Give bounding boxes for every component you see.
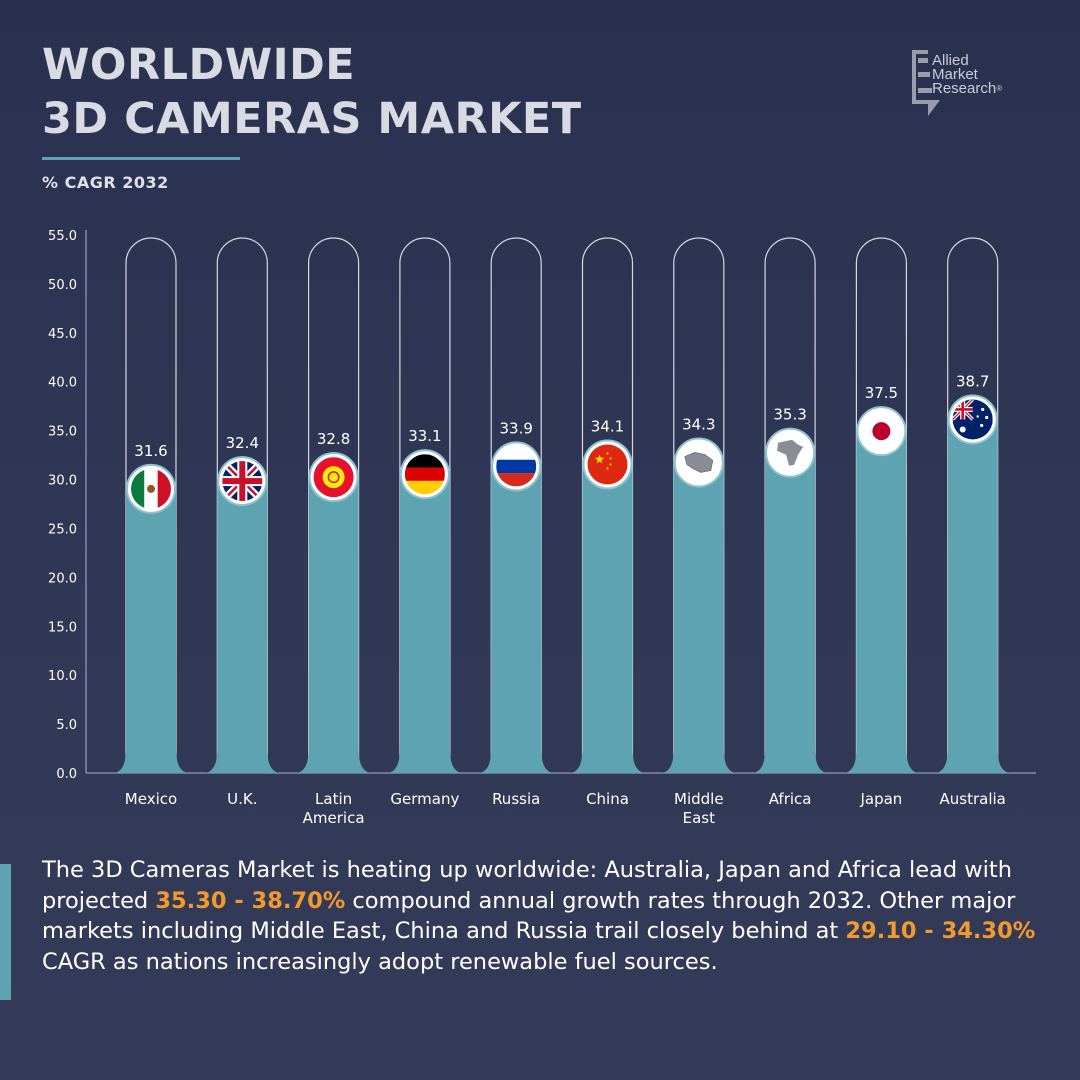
x-tick-label: China: [586, 790, 629, 808]
logo-mark-icon: [912, 50, 940, 116]
bar-track: [125, 237, 177, 773]
bar: [844, 406, 919, 773]
y-tick-label: 30.0: [48, 474, 77, 489]
y-tick-label: 25.0: [48, 522, 77, 537]
bar: [753, 427, 828, 773]
description-part-2: compound annual growth rates through 203…: [42, 887, 1016, 945]
bar: [479, 441, 554, 773]
uk-flag-icon: [222, 461, 263, 502]
data-label: 32.4: [226, 434, 259, 452]
data-label: 34.1: [591, 417, 624, 435]
data-label: 33.9: [499, 419, 532, 437]
x-tick-label: Australia: [940, 790, 1006, 808]
data-label: 37.5: [865, 384, 898, 402]
data-label: 31.6: [134, 442, 167, 460]
bar-track: [947, 237, 999, 773]
cagr-bar-chart: 0.0 5.0 10.0 15.0 20.0 25.0 30.0 35.0 40.0 45.0 50…: [0, 220, 1080, 840]
x-tick-label: Latin: [315, 790, 352, 808]
chart-canvas: 0.0 5.0 10.0 15.0 20.0 25.0 30.0 35.0 40.0 45.0 50…: [48, 229, 1036, 827]
y-tick-label: 20.0: [48, 571, 77, 586]
bar-track: [308, 237, 360, 773]
title-line-1: WORLDWIDE: [42, 40, 356, 90]
kyrgyzstan-flag-icon: [313, 457, 354, 498]
mexico-flag-icon: [131, 468, 171, 509]
bar: [296, 452, 371, 773]
bar: [387, 449, 462, 773]
bar: [205, 456, 280, 773]
x-tick-label: Russia: [492, 790, 540, 808]
y-tick-label: 15.0: [48, 620, 77, 635]
description-text: The 3D Cameras Market is heating up worl…: [42, 855, 1042, 977]
russia-flag-icon: [496, 446, 537, 487]
bar-track: [581, 237, 634, 773]
y-tick-label: 5.0: [56, 718, 77, 733]
title-underline: [42, 157, 240, 160]
africa-map-icon: [770, 432, 811, 473]
data-label: 33.1: [408, 427, 441, 445]
description-part-3: CAGR as nations increasingly adopt renew…: [42, 948, 718, 975]
bar-track: [673, 237, 725, 773]
x-tick-label: America: [303, 809, 365, 827]
y-tick-label: 10.0: [48, 669, 77, 684]
bar-track: [490, 237, 542, 773]
bar-track: [399, 237, 451, 773]
description-highlight-1: 35.30 - 38.70%: [155, 887, 346, 914]
y-tick-label: 50.0: [48, 278, 77, 293]
y-tick-label: 0.0: [56, 767, 77, 782]
y-tick-label: 35.0: [48, 425, 77, 440]
data-label: 34.3: [682, 415, 715, 433]
germany-flag-icon: [404, 454, 445, 495]
bar: [661, 437, 736, 773]
description-highlight-2: 29.10 - 34.30%: [845, 918, 1036, 944]
x-tick-label: Africa: [769, 790, 812, 808]
bar-track: [216, 237, 268, 773]
title-line-2: 3D CAMERAS MARKET: [42, 94, 582, 144]
logo-line-2: Market: [932, 66, 978, 83]
bar: [570, 439, 645, 773]
x-tick-label: Germany: [390, 790, 459, 808]
data-label: 35.3: [773, 406, 806, 424]
logo-line-1: Allied: [932, 52, 969, 69]
bar-track: [855, 237, 907, 773]
logo-text: Allied Market Research®: [932, 52, 1003, 97]
bar-track: [764, 237, 816, 773]
japan-flag-icon: [861, 411, 902, 452]
x-tick-label: Japan: [859, 790, 902, 808]
y-tick-label: 55.0: [48, 229, 77, 244]
data-label: 38.7: [956, 372, 989, 390]
data-label: 32.8: [317, 430, 350, 448]
bar: [935, 394, 1010, 773]
y-tick-label: 45.0: [48, 327, 77, 342]
allied-market-research-logo: Allied Market Research®: [910, 48, 1050, 128]
description-accent-bar: [0, 864, 11, 1000]
description-part-1: The 3D Cameras Market is heating up worl…: [42, 857, 1012, 914]
logo-line-3: Research®: [932, 80, 1003, 97]
x-tick-label: East: [683, 809, 715, 827]
australia-flag-icon: [952, 399, 993, 440]
bar: [114, 463, 188, 773]
chart-subtitle: % CAGR 2032: [42, 173, 169, 192]
x-tick-label: Mexico: [125, 790, 177, 808]
x-tick-label: Middle: [674, 790, 724, 808]
china-flag-icon: [587, 444, 628, 485]
x-tick-label: U.K.: [227, 790, 257, 808]
y-tick-label: 40.0: [48, 376, 77, 391]
middle-east-map-icon: [678, 442, 719, 483]
